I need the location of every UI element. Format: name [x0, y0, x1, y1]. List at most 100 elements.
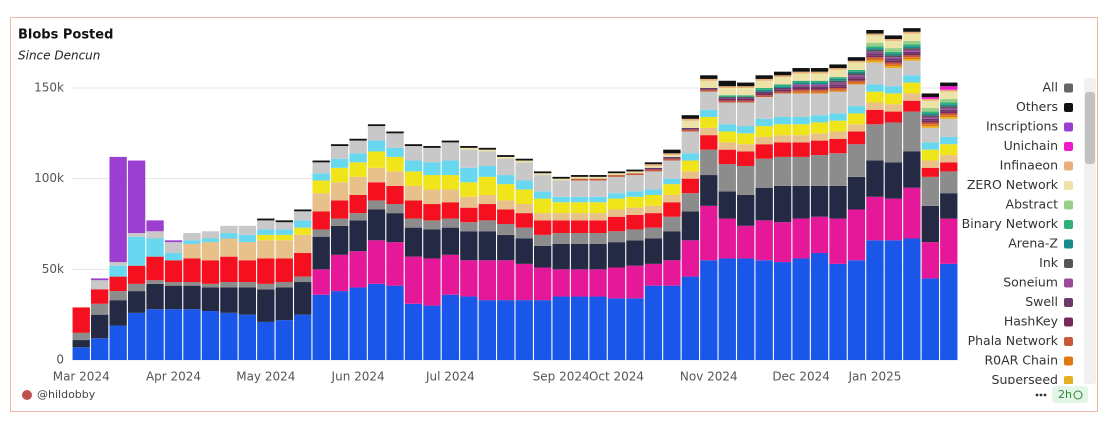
legend-label: ZERO Network: [967, 177, 1059, 192]
bar-segment: [940, 109, 958, 112]
legend-label: Binary Network: [962, 216, 1059, 231]
bar-segment: [626, 214, 644, 230]
bar-segment: [367, 126, 386, 141]
bar-segment: [903, 187, 921, 239]
bar-segment: [829, 78, 847, 81]
bar-segment: [940, 115, 958, 118]
bar-segment: [607, 267, 626, 299]
bar-segment: [127, 265, 146, 284]
legend-swatch: [1064, 259, 1073, 268]
scrollbar-thumb[interactable]: [1085, 92, 1095, 164]
bar-segment: [570, 202, 589, 214]
bar-segment: [570, 269, 589, 297]
bar-segment: [792, 156, 810, 186]
bar-segment: [330, 200, 349, 219]
bar-segment: [312, 162, 330, 174]
bar-segment: [294, 276, 312, 283]
bar-segment: [737, 258, 755, 360]
bar-segment: [460, 260, 478, 297]
bar-segment: [644, 169, 663, 172]
bar-segment: [644, 213, 663, 228]
bar-segment: [940, 86, 958, 90]
bar-segment: [238, 234, 257, 243]
bar-segment: [589, 196, 607, 203]
bar-segment: [127, 312, 146, 360]
bar-segment: [737, 86, 755, 88]
more-menu[interactable]: [1035, 393, 1047, 397]
bar-segment: [866, 58, 884, 61]
bar-segment: [367, 240, 386, 284]
bar-segment: [201, 231, 220, 239]
bar-segment: [441, 175, 460, 190]
bar-segment: [626, 173, 644, 176]
legend-label: Abstract: [1006, 197, 1059, 212]
bar-segment: [570, 175, 589, 177]
bar-segment: [91, 289, 109, 304]
bar-segment: [91, 278, 109, 281]
bar-segment: [460, 222, 478, 232]
bar-segment: [183, 240, 201, 244]
bar-segment: [367, 151, 386, 168]
bar-segment: [792, 80, 810, 83]
bar-segment: [792, 68, 810, 72]
bar-segment: [847, 82, 866, 85]
bar-segment: [718, 102, 736, 125]
bar-segment: [663, 231, 681, 261]
bar-segment: [478, 194, 496, 205]
bar-segment: [866, 33, 884, 36]
check-icon: [1073, 390, 1083, 400]
bar-segment: [109, 300, 127, 326]
bar-segment: [146, 231, 164, 239]
bar-segment: [460, 146, 478, 148]
bar-segment: [349, 140, 367, 154]
bar-segment: [164, 282, 183, 286]
bar-segment: [367, 200, 386, 210]
bar-segment: [404, 171, 423, 186]
bar-segment: [737, 88, 755, 96]
bar-segment: [810, 185, 829, 217]
bar-segment: [109, 291, 127, 301]
bar-segment: [773, 135, 792, 143]
bar-segment: [792, 185, 810, 219]
bar-segment: [921, 160, 939, 168]
bar-segment: [330, 158, 349, 168]
bar-segment: [478, 204, 496, 221]
bar-segment: [626, 229, 644, 241]
bar-segment: [607, 173, 626, 176]
bar-segment: [127, 160, 146, 234]
bar-segment: [866, 53, 884, 56]
bar-segment: [718, 218, 736, 259]
bar-segment: [238, 314, 257, 360]
x-tick-label: Jan 2025: [848, 370, 902, 384]
bar-segment: [330, 225, 349, 255]
bar-segment: [903, 60, 921, 76]
bar-segment: [534, 175, 552, 192]
bar-segment: [294, 234, 312, 254]
bar-segment: [515, 189, 533, 205]
bar-segment: [515, 204, 533, 214]
bar-segment: [441, 294, 460, 360]
bar-segment: [201, 260, 220, 284]
bar-segment: [349, 194, 367, 214]
bar-segment: [773, 75, 792, 78]
legend-swatch: [1064, 142, 1073, 151]
bar-segment: [91, 303, 109, 315]
x-tick-label: Nov 2024: [680, 370, 738, 384]
bar-segment: [534, 191, 552, 199]
bar-segment: [460, 167, 478, 183]
bar-segment: [220, 225, 238, 234]
bar-segment: [441, 160, 460, 176]
bar-segment: [884, 48, 903, 52]
bar-segment: [201, 283, 220, 288]
bar-segment: [847, 106, 866, 114]
bar-segment: [921, 126, 939, 128]
bar-segment: [755, 88, 773, 90]
bar-segment: [478, 231, 496, 261]
bar-segment: [681, 118, 700, 121]
bar-segment: [146, 256, 164, 281]
bar-segment: [257, 321, 275, 360]
bar-segment: [534, 267, 552, 301]
bar-segment: [700, 78, 718, 81]
bar-segment: [238, 260, 257, 283]
